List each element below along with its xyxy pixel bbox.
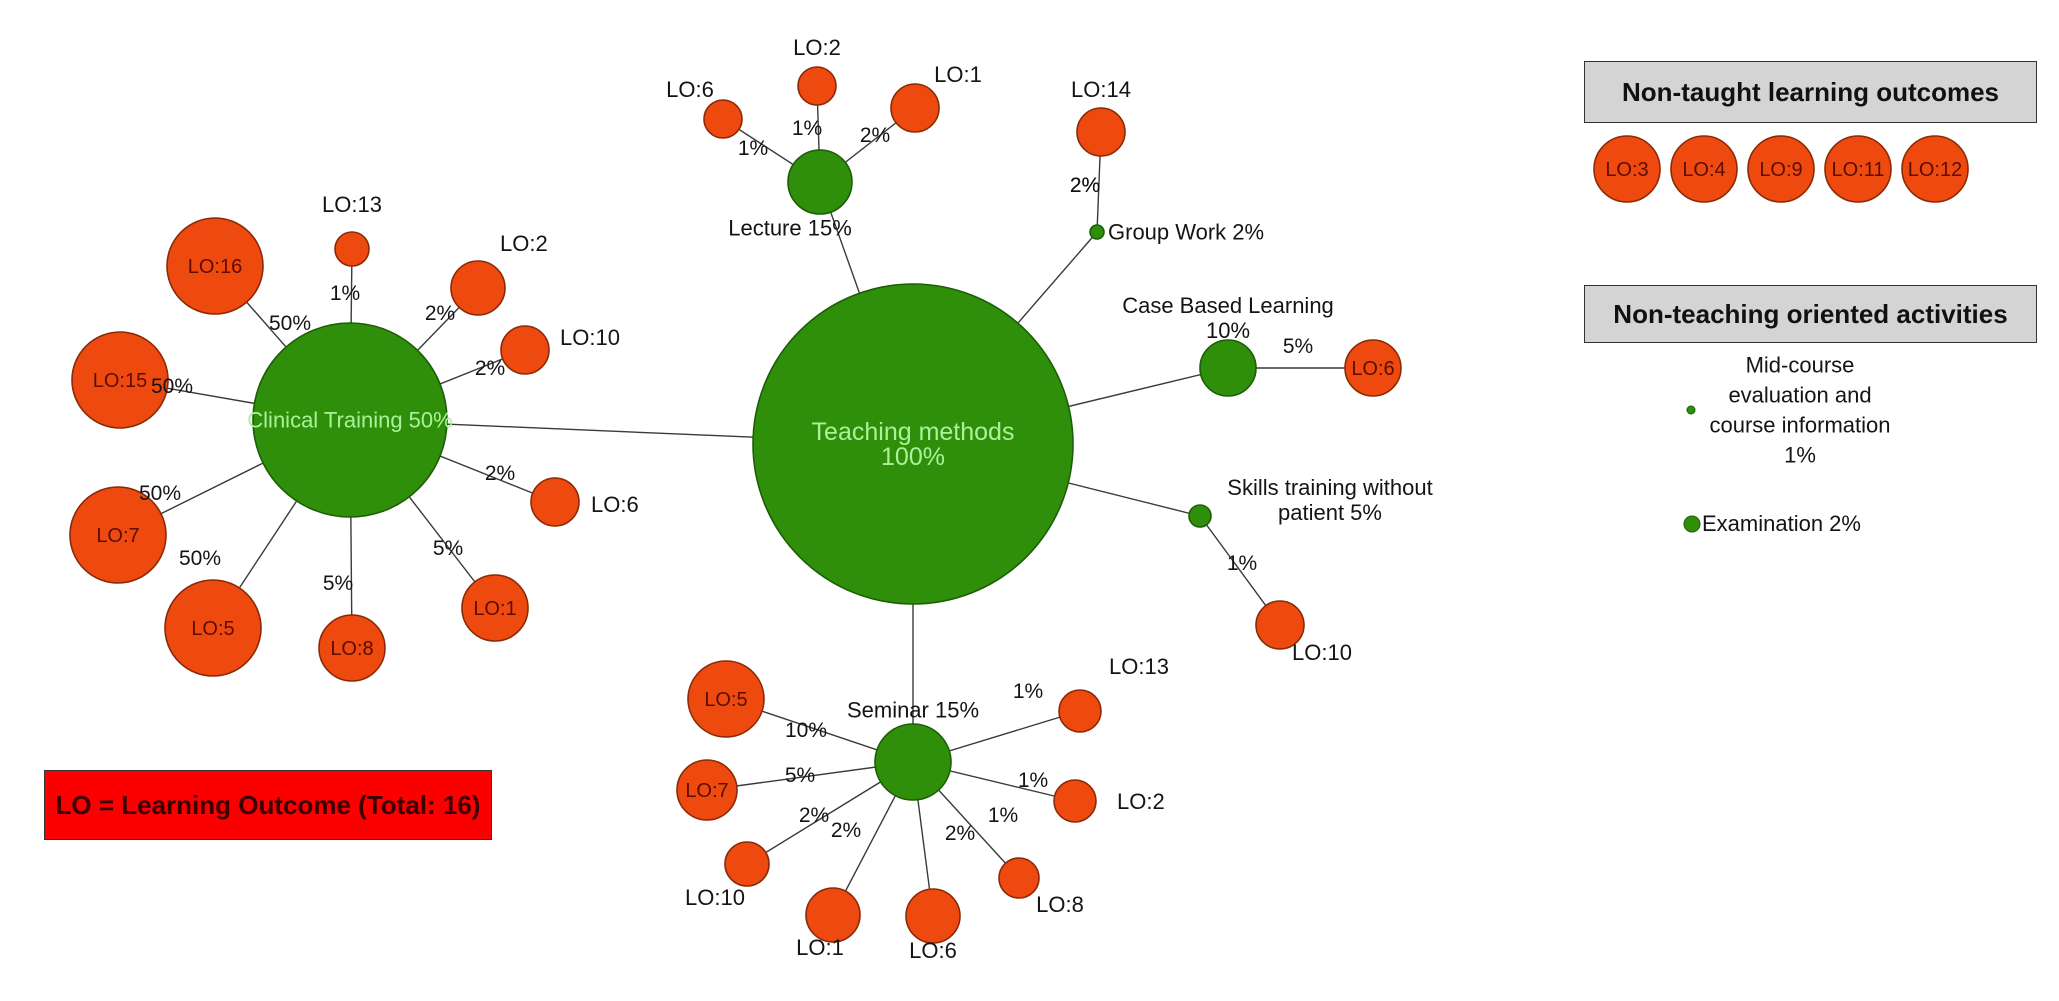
svg-text:2%: 2% <box>831 819 861 842</box>
svg-text:100%: 100% <box>881 443 945 471</box>
svg-text:Examination 2%: Examination 2% <box>1702 511 1861 536</box>
svg-text:2%: 2% <box>860 124 890 147</box>
svg-text:LO:7: LO:7 <box>96 525 139 547</box>
svg-text:LO:14: LO:14 <box>1071 77 1131 102</box>
svg-text:patient 5%: patient 5% <box>1278 500 1382 525</box>
svg-text:Seminar 15%: Seminar 15% <box>847 698 979 723</box>
svg-text:1%: 1% <box>330 282 360 305</box>
svg-text:LO:8: LO:8 <box>1036 892 1084 917</box>
svg-text:1%: 1% <box>1227 552 1257 575</box>
svg-text:LO:1: LO:1 <box>796 935 844 960</box>
svg-text:LO:2: LO:2 <box>500 231 548 256</box>
svg-text:1%: 1% <box>1013 680 1043 703</box>
svg-text:LO:6: LO:6 <box>591 492 639 517</box>
svg-text:2%: 2% <box>799 804 829 827</box>
svg-text:1%: 1% <box>988 804 1018 827</box>
svg-text:LO:8: LO:8 <box>330 638 373 660</box>
svg-text:LO:13: LO:13 <box>1109 654 1169 679</box>
svg-text:course information: course information <box>1710 413 1891 438</box>
svg-text:5%: 5% <box>433 537 463 560</box>
svg-text:LO:5: LO:5 <box>704 689 747 711</box>
svg-text:Case Based Learning: Case Based Learning <box>1122 293 1334 318</box>
svg-text:LO:13: LO:13 <box>322 192 382 217</box>
svg-text:LO:7: LO:7 <box>685 780 728 802</box>
svg-text:LO:6: LO:6 <box>1351 358 1394 380</box>
svg-text:LO:9: LO:9 <box>1759 159 1802 181</box>
svg-text:2%: 2% <box>945 822 975 845</box>
svg-text:1%: 1% <box>738 137 768 160</box>
svg-text:LO:1: LO:1 <box>473 598 516 620</box>
svg-text:1%: 1% <box>1784 443 1816 468</box>
svg-text:5%: 5% <box>1283 335 1313 358</box>
svg-text:LO:15: LO:15 <box>93 370 147 392</box>
svg-text:50%: 50% <box>179 547 221 570</box>
svg-text:LO:10: LO:10 <box>685 885 745 910</box>
svg-text:5%: 5% <box>323 572 353 595</box>
svg-text:LO:6: LO:6 <box>909 938 957 963</box>
svg-text:50%: 50% <box>269 312 311 335</box>
svg-text:LO:2: LO:2 <box>793 35 841 60</box>
svg-text:2%: 2% <box>1070 174 1100 197</box>
svg-text:Group Work 2%: Group Work 2% <box>1108 220 1264 245</box>
svg-text:LO:1: LO:1 <box>934 62 982 87</box>
svg-text:LO:3: LO:3 <box>1605 159 1648 181</box>
svg-text:2%: 2% <box>485 462 515 485</box>
svg-text:10%: 10% <box>785 719 827 742</box>
svg-text:LO:10: LO:10 <box>1292 640 1352 665</box>
svg-text:LO:5: LO:5 <box>191 618 234 640</box>
svg-text:Mid-course: Mid-course <box>1746 353 1855 378</box>
svg-text:LO:6: LO:6 <box>666 77 714 102</box>
svg-text:LO:2: LO:2 <box>1117 789 1165 814</box>
svg-text:50%: 50% <box>139 482 181 505</box>
svg-text:evaluation and: evaluation and <box>1728 383 1871 408</box>
svg-text:50%: 50% <box>151 375 193 398</box>
svg-text:LO:10: LO:10 <box>560 325 620 350</box>
svg-text:5%: 5% <box>785 764 815 787</box>
svg-text:Skills training without: Skills training without <box>1227 475 1432 500</box>
svg-text:LO:4: LO:4 <box>1682 159 1725 181</box>
svg-text:LO:11: LO:11 <box>1832 159 1885 181</box>
svg-text:Lecture 15%: Lecture 15% <box>728 216 852 241</box>
svg-text:1%: 1% <box>792 117 822 140</box>
svg-text:2%: 2% <box>425 302 455 325</box>
svg-text:Teaching methods: Teaching methods <box>812 418 1015 446</box>
svg-text:LO:12: LO:12 <box>1908 159 1962 181</box>
svg-text:10%: 10% <box>1206 318 1250 343</box>
svg-text:Clinical Training 50%: Clinical Training 50% <box>247 408 452 433</box>
svg-text:LO:16: LO:16 <box>188 256 242 278</box>
svg-text:1%: 1% <box>1018 769 1048 792</box>
svg-text:2%: 2% <box>475 357 505 380</box>
